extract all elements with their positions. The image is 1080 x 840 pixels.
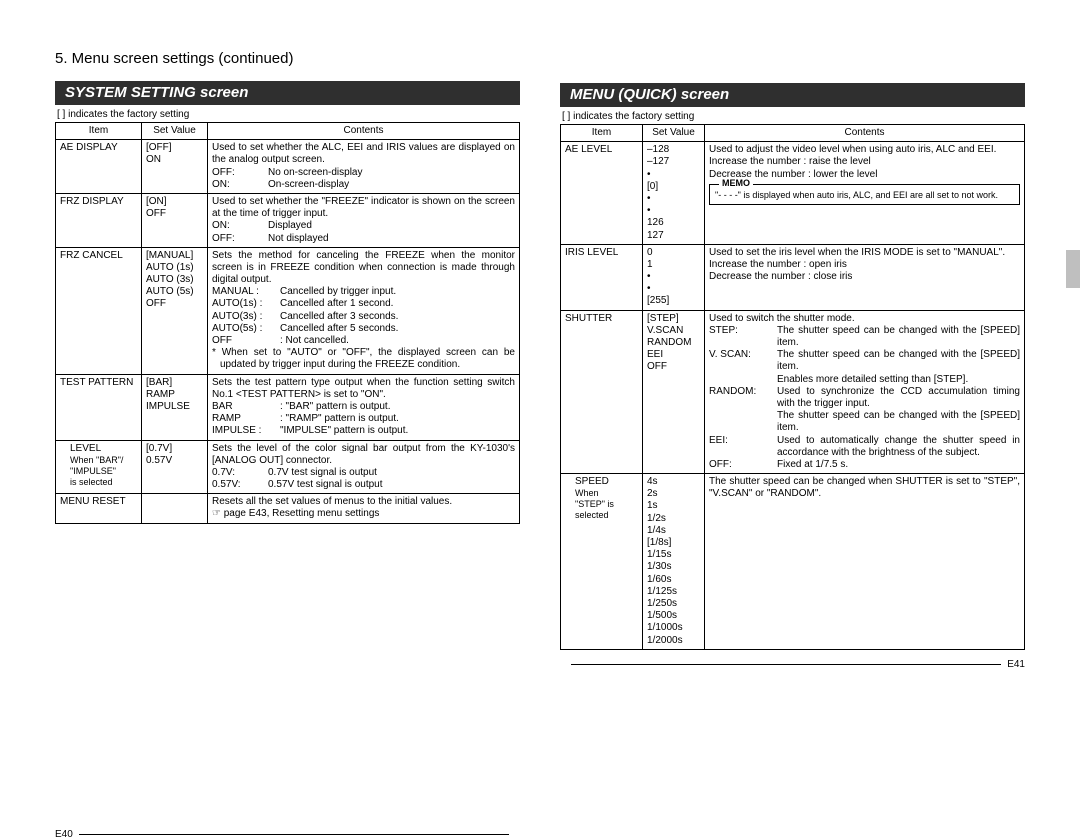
col-set: Set Value: [142, 123, 208, 140]
col-item: Item: [56, 123, 142, 140]
col-contents: Contents: [705, 125, 1025, 142]
left-banner: SYSTEM SETTING screen: [55, 81, 520, 105]
col-item: Item: [561, 125, 643, 142]
table-row: SPEED When "STEP" is selected 4s 2s 1s 1…: [561, 474, 1025, 650]
table-row: AE DISPLAY [OFF] ON Used to set whether …: [56, 140, 520, 194]
col-contents: Contents: [208, 123, 520, 140]
table-row: MENU RESET Resets all the set values of …: [56, 494, 520, 523]
table-row: LEVEL When "BAR"/ "IMPULSE" is selected …: [56, 440, 520, 494]
system-setting-table: Item Set Value Contents AE DISPLAY [OFF]…: [55, 122, 520, 524]
table-row: IRIS LEVEL 0 1 • • [255] Used to set the…: [561, 244, 1025, 310]
table-row: SHUTTER [STEP] V.SCAN RANDOM EEI OFF Use…: [561, 310, 1025, 473]
memo-box: MEMO "- - - -" is displayed when auto ir…: [709, 184, 1020, 205]
right-page: MENU (QUICK) screen [ ] indicates the fa…: [560, 50, 1025, 650]
col-set: Set Value: [643, 125, 705, 142]
menu-quick-table: Item Set Value Contents AE LEVEL –128 –1…: [560, 124, 1025, 650]
right-banner: MENU (QUICK) screen: [560, 83, 1025, 107]
thumb-tab: [1066, 250, 1080, 288]
table-row: TEST PATTERN [BAR] RAMP IMPULSE Sets the…: [56, 374, 520, 440]
right-factory-note: [ ] indicates the factory setting: [562, 111, 1025, 122]
left-page: 5. Menu screen settings (continued) SYST…: [55, 50, 520, 650]
left-factory-note: [ ] indicates the factory setting: [57, 109, 520, 120]
left-page-footer: E40: [55, 829, 515, 840]
table-row: FRZ DISPLAY [ON] OFF Used to set whether…: [56, 193, 520, 247]
table-row: FRZ CANCEL [MANUAL] AUTO (1s) AUTO (3s) …: [56, 247, 520, 374]
right-page-footer: E41: [565, 659, 1025, 670]
section-heading: 5. Menu screen settings (continued): [55, 50, 520, 67]
table-row: AE LEVEL –128 –127 • [0] • • 126 127 Use…: [561, 142, 1025, 245]
